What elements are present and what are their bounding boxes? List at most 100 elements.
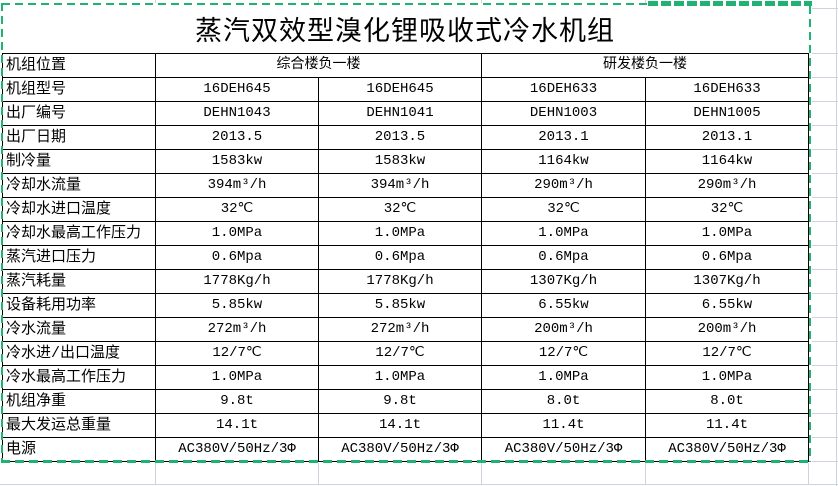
gridline	[812, 125, 838, 126]
cell[interactable]: 16DEH633	[481, 77, 646, 102]
row-label[interactable]: 冷却水进口温度	[2, 197, 156, 222]
cell[interactable]: 394m³/h	[318, 173, 482, 198]
cell[interactable]: 1307Kg/h	[645, 269, 809, 294]
cell[interactable]: DEHN1041	[318, 101, 482, 126]
cell[interactable]: 1.0MPa	[481, 365, 646, 390]
cell[interactable]: 12/7℃	[481, 341, 646, 366]
cell[interactable]: 272m³/h	[155, 317, 319, 342]
row-label[interactable]: 冷却水流量	[2, 173, 156, 198]
cell[interactable]: 1164kw	[481, 149, 646, 174]
row-label[interactable]: 制冷量	[2, 149, 156, 174]
row-label[interactable]: 设备耗用功率	[2, 293, 156, 318]
cell[interactable]: 1.0MPa	[481, 221, 646, 246]
row-label-location[interactable]: 机组位置	[2, 53, 156, 78]
cell[interactable]: AC380V/50Hz/3Φ	[155, 437, 319, 462]
cell[interactable]: 2013.1	[645, 125, 809, 150]
cell[interactable]: 5.85kw	[318, 293, 482, 318]
cell[interactable]: 1778Kg/h	[318, 269, 482, 294]
cell[interactable]: 5.85kw	[155, 293, 319, 318]
cell[interactable]: 1583kw	[155, 149, 319, 174]
cell[interactable]: 1164kw	[645, 149, 809, 174]
cell[interactable]: 2013.1	[481, 125, 646, 150]
cell[interactable]: DEHN1043	[155, 101, 319, 126]
row-label[interactable]: 出厂日期	[2, 125, 156, 150]
cell[interactable]: 8.0t	[481, 389, 646, 414]
row-label[interactable]: 机组型号	[2, 77, 156, 102]
table-row: 冷却水进口温度 32℃ 32℃ 32℃ 32℃	[2, 197, 809, 222]
cell[interactable]: 0.6Mpa	[155, 245, 319, 270]
cell[interactable]: DEHN1003	[481, 101, 646, 126]
cell[interactable]: 32℃	[645, 197, 809, 222]
cell[interactable]: 0.6Mpa	[481, 245, 646, 270]
cell[interactable]: 272m³/h	[318, 317, 482, 342]
cell[interactable]: 11.4t	[481, 413, 646, 438]
cell[interactable]: 1307Kg/h	[481, 269, 646, 294]
gridline	[0, 484, 838, 485]
gridline	[812, 389, 838, 390]
sheet-title[interactable]: 蒸汽双效型溴化锂吸收式冷水机组	[195, 18, 615, 49]
cell[interactable]: DEHN1005	[645, 101, 809, 126]
table-row: 最大发运总重量 14.1t 14.1t 11.4t 11.4t	[2, 413, 809, 438]
cell[interactable]: 394m³/h	[155, 173, 319, 198]
gridline	[812, 53, 838, 54]
row-label[interactable]: 蒸汽进口压力	[2, 245, 156, 270]
cell[interactable]: 14.1t	[155, 413, 319, 438]
gridline	[812, 317, 838, 318]
cell[interactable]: 16DEH645	[318, 77, 482, 102]
cell[interactable]: 1.0MPa	[155, 221, 319, 246]
cell-location-group-1[interactable]: 综合楼负一楼	[155, 53, 482, 78]
cell[interactable]: 290m³/h	[481, 173, 646, 198]
cell[interactable]: 1.0MPa	[318, 221, 482, 246]
row-label[interactable]: 冷水最高工作压力	[2, 365, 156, 390]
cell[interactable]: AC380V/50Hz/3Φ	[318, 437, 482, 462]
row-label[interactable]: 机组净重	[2, 389, 156, 414]
cell[interactable]: 11.4t	[645, 413, 809, 438]
cell[interactable]: 12/7℃	[318, 341, 482, 366]
row-label[interactable]: 出厂编号	[2, 101, 156, 126]
cell[interactable]: 1.0MPa	[645, 365, 809, 390]
gridline	[812, 197, 838, 198]
cell[interactable]: 2013.5	[155, 125, 319, 150]
cell[interactable]: 1.0MPa	[155, 365, 319, 390]
cell[interactable]: 12/7℃	[645, 341, 809, 366]
table-row: 设备耗用功率 5.85kw 5.85kw 6.55kw 6.55kw	[2, 293, 809, 318]
cell[interactable]: 1583kw	[318, 149, 482, 174]
row-label[interactable]: 冷却水最高工作压力	[2, 221, 156, 246]
cell[interactable]: 32℃	[155, 197, 319, 222]
row-label[interactable]: 电源	[2, 437, 156, 462]
row-label[interactable]: 蒸汽耗量	[2, 269, 156, 294]
cell[interactable]: 16DEH633	[645, 77, 809, 102]
row-label[interactable]: 冷水流量	[2, 317, 156, 342]
cell[interactable]: 14.1t	[318, 413, 482, 438]
cell[interactable]: 9.8t	[155, 389, 319, 414]
row-label[interactable]: 冷水进/出口温度	[2, 341, 156, 366]
selection-border-left	[1, 3, 3, 462]
cell[interactable]: 6.55kw	[645, 293, 809, 318]
cell[interactable]: 1778Kg/h	[155, 269, 319, 294]
cell[interactable]: 200m³/h	[481, 317, 646, 342]
cell[interactable]: 32℃	[481, 197, 646, 222]
gridline	[812, 293, 838, 294]
cell[interactable]: 290m³/h	[645, 173, 809, 198]
cell[interactable]: 6.55kw	[481, 293, 646, 318]
table-row: 冷却水流量 394m³/h 394m³/h 290m³/h 290m³/h	[2, 173, 809, 198]
cell[interactable]: 12/7℃	[155, 341, 319, 366]
cell[interactable]: 200m³/h	[645, 317, 809, 342]
cell[interactable]: 2013.5	[318, 125, 482, 150]
gridline	[481, 0, 482, 3]
cell[interactable]: 0.6Mpa	[318, 245, 482, 270]
cell[interactable]: 0.6Mpa	[645, 245, 809, 270]
cell[interactable]: 16DEH645	[155, 77, 319, 102]
gridline	[812, 365, 838, 366]
cell[interactable]: 32℃	[318, 197, 482, 222]
cell[interactable]: AC380V/50Hz/3Φ	[481, 437, 646, 462]
cell-location-group-2[interactable]: 研发楼负一楼	[481, 53, 809, 78]
cell[interactable]: 9.8t	[318, 389, 482, 414]
row-label[interactable]: 最大发运总重量	[2, 413, 156, 438]
cell[interactable]: AC380V/50Hz/3Φ	[645, 437, 809, 462]
gridline	[645, 463, 646, 484]
table-row: 电源 AC380V/50Hz/3Φ AC380V/50Hz/3Φ AC380V/50H…	[2, 437, 809, 462]
cell[interactable]: 1.0MPa	[318, 365, 482, 390]
cell[interactable]: 8.0t	[645, 389, 809, 414]
cell[interactable]: 1.0MPa	[645, 221, 809, 246]
